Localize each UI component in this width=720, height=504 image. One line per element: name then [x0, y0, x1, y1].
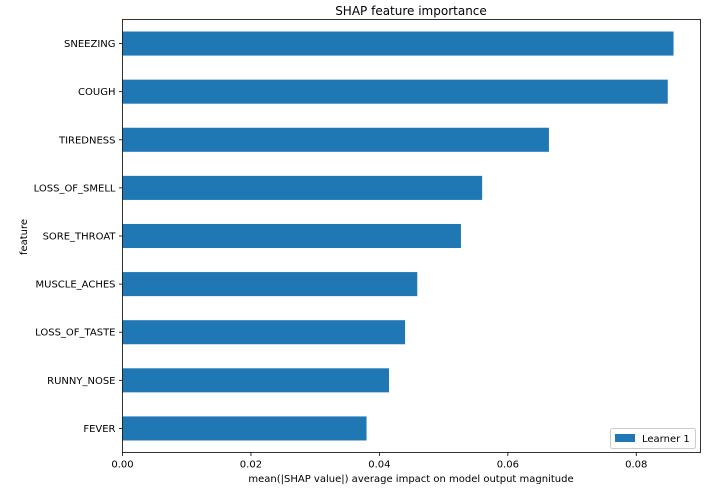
bar [122, 416, 367, 441]
legend-label: Learner 1 [642, 434, 690, 445]
x-axis-ticks: 0.00 0.02 0.04 0.06 0.08 [111, 452, 647, 471]
y-tick-label: MUSCLE_ACHES [36, 280, 116, 291]
y-tick-label: LOSS_OF_TASTE [35, 328, 115, 339]
plot-frame [122, 19, 701, 453]
bar [122, 320, 406, 345]
y-tick-label: SNEEZING [64, 39, 116, 50]
y-tick-label: SORE_THROAT [43, 232, 117, 243]
bar [122, 223, 461, 249]
x-tick-label: 0.02 [240, 460, 262, 471]
x-axis-label: mean(|SHAP value|) average impact on mod… [248, 474, 573, 485]
bars-group [122, 31, 674, 441]
bar [122, 79, 668, 104]
x-tick-label: 0.00 [111, 460, 133, 471]
y-tick-label: TIREDNESS [58, 135, 116, 146]
y-tick-label: COUGH [78, 87, 115, 98]
bar [122, 31, 674, 56]
x-tick-label: 0.08 [625, 460, 647, 471]
bar [122, 175, 483, 200]
y-axis-ticks: SNEEZING COUGH TIREDNESS LOSS_OF_SMELL SORE_… [34, 39, 123, 435]
y-tick-label: LOSS_OF_SMELL [34, 183, 116, 194]
bar [122, 272, 418, 297]
bar [122, 368, 390, 393]
y-axis-label: feature [19, 219, 30, 255]
y-tick-label: FEVER [83, 424, 115, 435]
chart-title: SHAP feature importance [335, 4, 487, 18]
legend: Learner 1 [610, 428, 696, 449]
x-tick-label: 0.06 [497, 460, 519, 471]
legend-swatch [615, 434, 635, 442]
y-tick-label: RUNNY_NOSE [47, 376, 115, 387]
x-tick-label: 0.04 [368, 460, 390, 471]
legend-frame [610, 428, 696, 449]
bar [122, 127, 549, 152]
